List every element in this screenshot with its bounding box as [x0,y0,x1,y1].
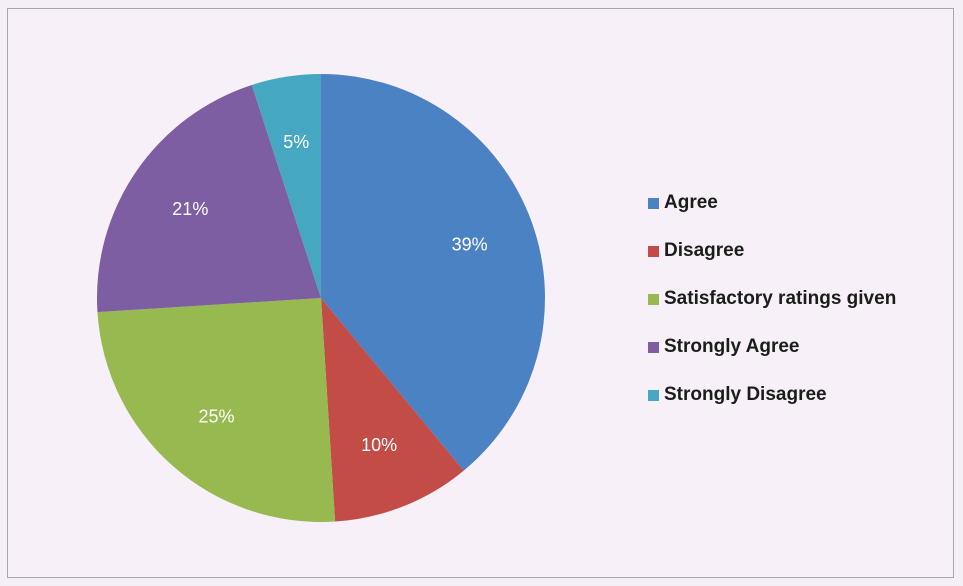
legend-swatch [648,389,659,401]
pie-slice-satisfactory-ratings-given [97,298,336,522]
legend-label: Strongly Agree [664,336,800,357]
data-label-disagree: 10% [361,435,397,455]
chart-frame: 39% 10% 25% 21% 5% Agree Disagree Satisfactory… [7,8,954,578]
legend-item-strongly-disagree: Strongly Disagree [648,383,896,407]
pie-chart: 39% 10% 25% 21% 5% [97,74,546,522]
legend-item-disagree: Disagree [648,239,896,263]
data-label-strongly-agree: 21% [172,199,208,219]
pie-slice-disagree [321,298,464,522]
data-label-satisfactory-ratings-given: 25% [198,407,234,427]
legend-label: Agree [664,192,718,213]
legend-item-strongly-agree: Strongly Agree [648,335,896,359]
legend-swatch [648,341,659,353]
legend-label: Disagree [664,240,745,261]
pie-slice-strongly-disagree [251,74,321,298]
legend: Agree Disagree Satisfactory ratings given S… [648,191,896,431]
pie-slice-strongly-agree [97,84,321,313]
legend-swatch [648,197,659,209]
legend-item-agree: Agree [648,191,896,215]
legend-label: Strongly Disagree [664,384,827,405]
legend-swatch [648,293,659,305]
data-label-agree: 39% [452,234,488,254]
data-label-strongly-disagree: 5% [283,132,309,152]
legend-item-satisfactory-ratings-given: Satisfactory ratings given [648,287,896,311]
pie-slice-agree [321,74,546,471]
legend-label: Satisfactory ratings given [664,288,897,309]
legend-swatch [648,245,659,257]
